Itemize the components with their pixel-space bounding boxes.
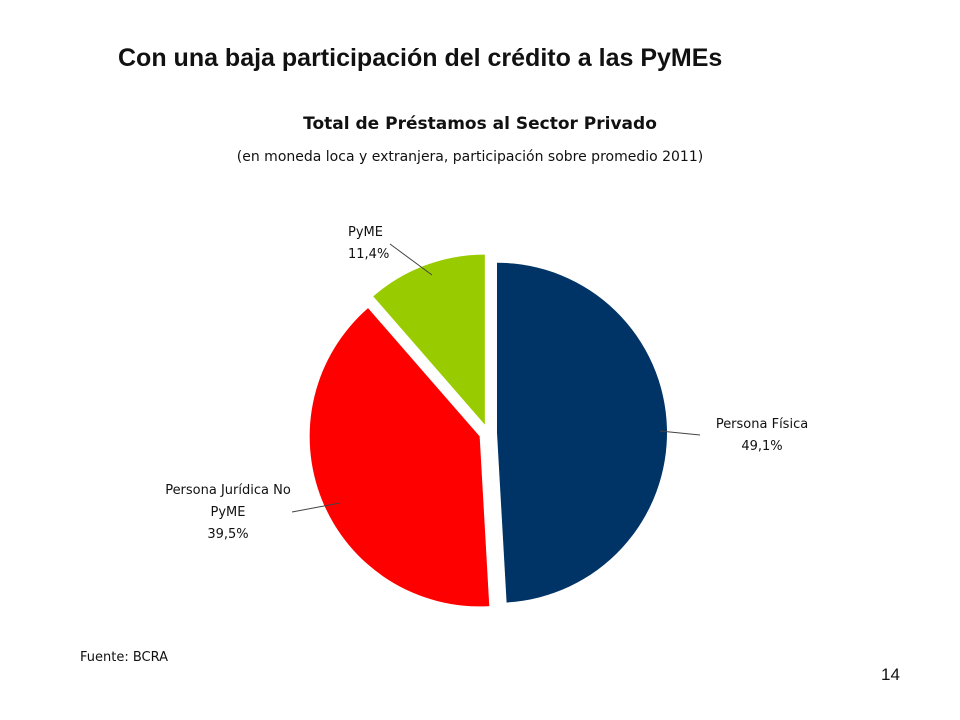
pie-slice-persona-física xyxy=(496,262,667,603)
leader-line xyxy=(389,243,433,276)
pie-slice-pyme xyxy=(373,254,485,425)
data-label: Persona Física 49,1% xyxy=(716,417,808,454)
leader-line xyxy=(659,430,701,436)
chart-subtitle: (en moneda loca y extranjera, participac… xyxy=(236,149,704,165)
leader-line xyxy=(291,502,341,513)
slide-title: Con una baja participación del crédito a… xyxy=(118,44,723,72)
chart-title: Total de Préstamos al Sector Privado xyxy=(303,114,657,134)
data-label: PyME 11,4% xyxy=(348,225,389,262)
data-label: Persona Jurídica No PyME 39,5% xyxy=(165,483,291,542)
page-number: 14 xyxy=(881,665,900,684)
source-note: Fuente: BCRA xyxy=(80,650,169,665)
pie-slice-persona-jurídica-no-pyme xyxy=(309,308,490,607)
